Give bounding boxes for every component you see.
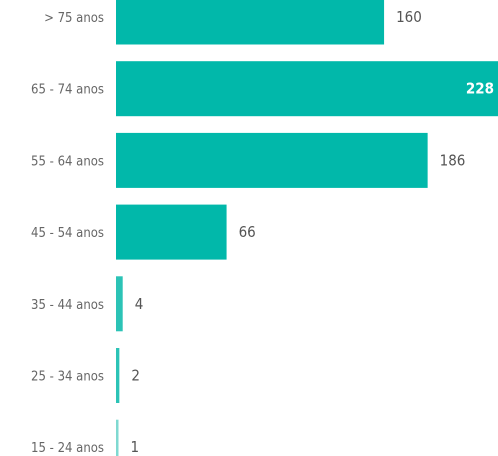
bar-35-44-anos[interactable] bbox=[116, 276, 123, 332]
category-label-25-34-anos: 25 - 34 anos bbox=[31, 370, 104, 385]
bar-45-54-anos[interactable] bbox=[116, 204, 227, 260]
category-label-35-44-anos: 35 - 44 anos bbox=[31, 298, 104, 313]
value-label-35-44-anos: 4 bbox=[135, 295, 144, 313]
category-label-65-74-anos: 65 - 74 anos bbox=[31, 83, 104, 98]
value-label-45-54-anos: 66 bbox=[239, 223, 256, 241]
category-labels-layer: > 75 anos 65 - 74 anos 55 - 64 anos 45 - 54… bbox=[31, 11, 104, 456]
category-label-45-54-anos: 45 - 54 anos bbox=[31, 226, 104, 241]
category-label-55-64-anos: 55 - 64 anos bbox=[31, 154, 104, 169]
bar-65-74-anos[interactable] bbox=[116, 61, 498, 117]
category-label-75-anos: > 75 anos bbox=[44, 11, 104, 26]
value-label-65-74-anos: 228 bbox=[466, 80, 494, 98]
bar-25-34-anos[interactable] bbox=[116, 348, 120, 403]
value-label-75-anos: 160 bbox=[396, 8, 422, 26]
value-label-25-34-anos: 2 bbox=[131, 367, 140, 385]
bar-15-24-anos[interactable] bbox=[116, 419, 119, 456]
bar-75-anos[interactable] bbox=[116, 0, 385, 45]
value-label-15-24-anos: 1 bbox=[131, 438, 140, 456]
bar-55-64-anos[interactable] bbox=[116, 132, 428, 188]
category-label-15-24-anos: 15 - 24 anos bbox=[31, 441, 104, 456]
value-label-55-64-anos: 186 bbox=[440, 151, 466, 169]
bars-layer bbox=[116, 0, 498, 456]
value-labels-layer: 160 228 186 66 4 2 1 bbox=[131, 8, 495, 456]
